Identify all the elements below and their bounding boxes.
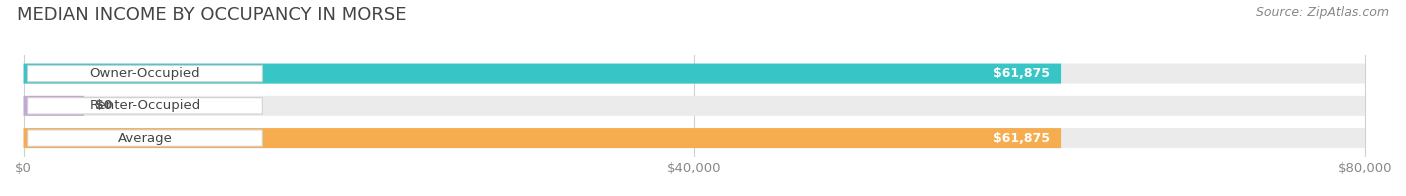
Text: $61,875: $61,875	[994, 67, 1050, 80]
FancyBboxPatch shape	[24, 64, 1365, 83]
Text: Average: Average	[118, 132, 173, 145]
FancyBboxPatch shape	[24, 96, 84, 116]
FancyBboxPatch shape	[28, 65, 263, 82]
Text: Owner-Occupied: Owner-Occupied	[90, 67, 200, 80]
Text: $0: $0	[94, 99, 112, 112]
FancyBboxPatch shape	[24, 128, 1365, 148]
FancyBboxPatch shape	[24, 64, 1062, 83]
FancyBboxPatch shape	[24, 96, 1365, 116]
FancyBboxPatch shape	[28, 98, 263, 114]
Text: $61,875: $61,875	[994, 132, 1050, 145]
Text: MEDIAN INCOME BY OCCUPANCY IN MORSE: MEDIAN INCOME BY OCCUPANCY IN MORSE	[17, 6, 406, 24]
Text: Source: ZipAtlas.com: Source: ZipAtlas.com	[1256, 6, 1389, 19]
Text: Renter-Occupied: Renter-Occupied	[90, 99, 201, 112]
FancyBboxPatch shape	[24, 128, 1062, 148]
FancyBboxPatch shape	[28, 130, 263, 146]
